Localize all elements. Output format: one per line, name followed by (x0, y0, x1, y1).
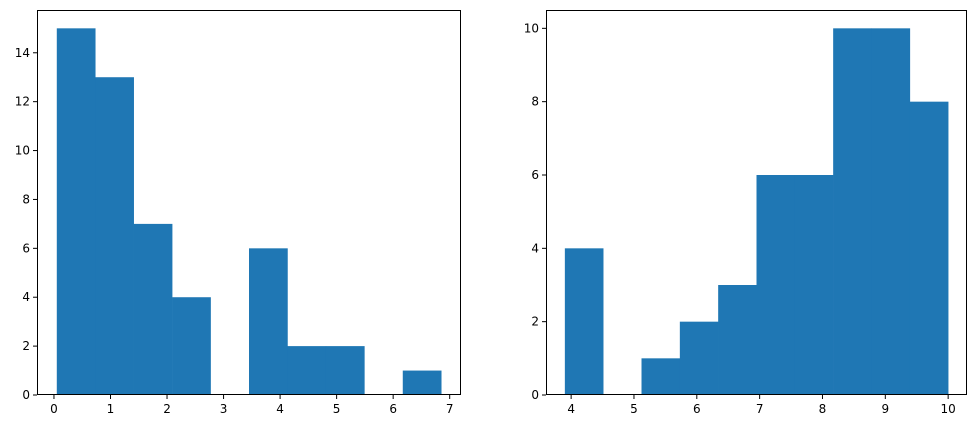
y-tick-label: 0 (22, 388, 30, 402)
x-tick-label: 7 (446, 402, 454, 416)
x-tick-label: 9 (881, 402, 889, 416)
y-tick-label: 2 (22, 339, 30, 353)
y-tick-label: 4 (22, 290, 30, 304)
histogram-bar (95, 77, 134, 395)
y-tick-label: 0 (531, 388, 539, 402)
histogram-bar (249, 248, 288, 395)
histogram-bar (718, 285, 757, 395)
histogram-bar (325, 346, 365, 395)
x-tick-label: 10 (941, 402, 956, 416)
x-tick-label: 8 (819, 402, 827, 416)
x-tick-label: 0 (50, 402, 58, 416)
x-tick-label: 7 (756, 402, 764, 416)
x-tick-label: 3 (220, 402, 228, 416)
x-tick-label: 5 (333, 402, 341, 416)
histogram-bar (794, 175, 834, 395)
y-tick-label: 6 (22, 241, 30, 255)
axes-frame (546, 10, 967, 395)
y-tick-label: 4 (531, 241, 539, 255)
histogram-bar (287, 346, 327, 395)
x-tick-label: 2 (163, 402, 171, 416)
histogram-bar (756, 175, 796, 395)
x-tick-label: 1 (107, 402, 115, 416)
histogram-bar (871, 28, 911, 396)
histogram-bar (564, 248, 604, 395)
y-tick-label: 2 (531, 315, 539, 329)
histogram-bar (133, 223, 173, 395)
x-tick-label: 4 (276, 402, 284, 416)
y-tick-label: 12 (15, 95, 30, 109)
axes-frame (37, 10, 461, 395)
y-tick-label: 14 (15, 46, 30, 60)
histogram-bar (641, 358, 681, 395)
y-tick-label: 6 (531, 168, 539, 182)
y-tick-label: 10 (524, 21, 539, 35)
x-tick-label: 5 (630, 402, 638, 416)
histogram-bar (833, 28, 872, 396)
y-tick-label: 8 (22, 192, 30, 206)
x-tick-label: 4 (567, 402, 575, 416)
right-histogram-axes: 4 5 6 7 8 9 10 0 2 4 6 8 10 (524, 10, 967, 416)
histogram-bar (909, 101, 949, 396)
y-tick-label: 10 (15, 144, 30, 158)
histogram-bar (679, 321, 719, 395)
x-tick-label: 6 (389, 402, 397, 416)
histogram-bar (402, 370, 442, 395)
x-tick-label: 6 (693, 402, 701, 416)
histogram-bar (56, 28, 96, 396)
y-tick-label: 8 (531, 95, 539, 109)
histogram-bar (172, 297, 211, 395)
